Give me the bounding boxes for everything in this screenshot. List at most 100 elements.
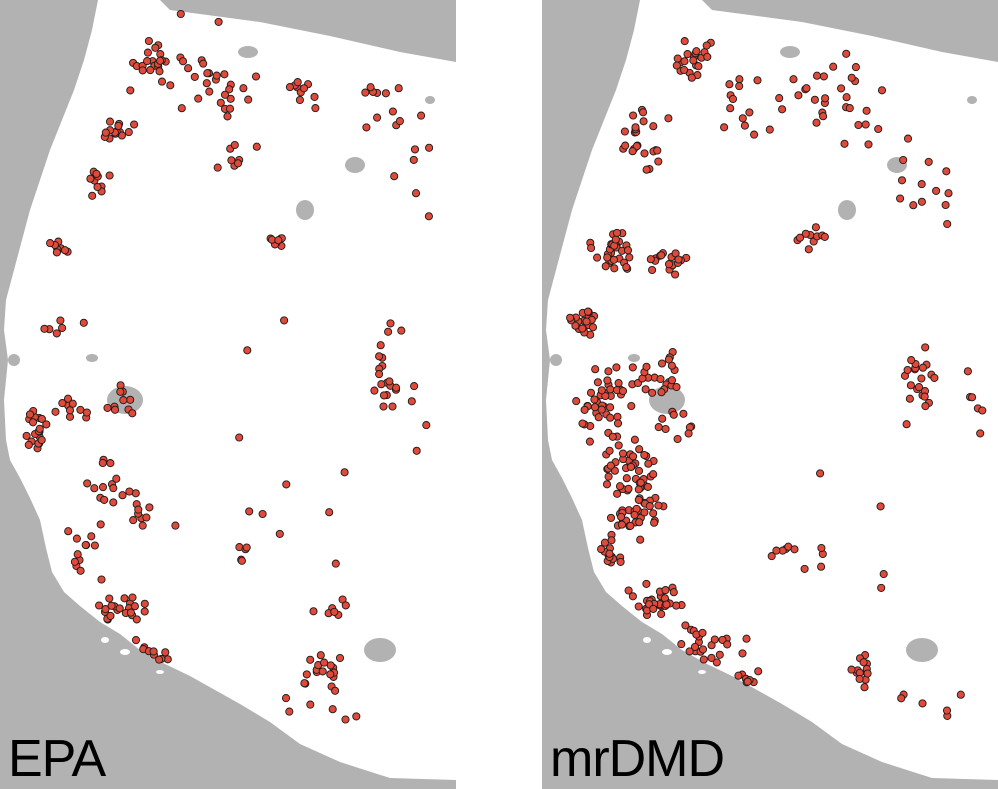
station-marker <box>306 655 315 664</box>
station-marker <box>920 392 929 401</box>
station-marker <box>845 104 854 113</box>
station-marker <box>593 378 602 387</box>
station-marker <box>789 75 798 84</box>
station-marker <box>942 167 951 176</box>
station-marker <box>381 89 390 98</box>
station-marker <box>645 502 654 511</box>
station-marker <box>654 157 663 166</box>
lake <box>8 354 20 366</box>
station-marker <box>302 670 311 679</box>
lake <box>838 200 856 220</box>
station-marker <box>597 405 606 414</box>
station-marker <box>621 141 630 150</box>
station-marker <box>578 419 587 428</box>
station-marker <box>820 232 829 241</box>
station-marker <box>626 462 636 471</box>
station-marker <box>683 50 692 59</box>
station-marker <box>51 407 60 416</box>
station-marker <box>176 9 185 19</box>
station-marker <box>673 54 682 63</box>
station-marker <box>629 452 638 461</box>
station-marker <box>411 189 421 198</box>
station-marker <box>680 57 689 66</box>
station-marker <box>184 64 193 73</box>
station-marker <box>320 658 329 667</box>
station-marker <box>618 386 628 396</box>
station-marker <box>35 424 44 433</box>
lake <box>86 354 98 362</box>
station-marker <box>703 52 712 61</box>
station-marker <box>944 189 953 198</box>
station-marker <box>624 586 633 595</box>
station-marker <box>613 412 622 421</box>
station-marker <box>116 387 125 396</box>
station-marker <box>642 362 651 371</box>
station-marker <box>586 388 596 397</box>
station-marker <box>677 640 686 649</box>
station-marker <box>613 489 622 498</box>
station-marker <box>118 491 127 500</box>
station-marker <box>295 95 304 105</box>
station-marker <box>594 413 603 422</box>
station-marker <box>245 507 254 516</box>
station-marker <box>226 94 235 103</box>
station-marker <box>131 636 141 645</box>
station-marker <box>134 505 143 514</box>
station-marker <box>582 317 591 326</box>
station-marker <box>906 381 915 390</box>
station-marker <box>326 670 335 679</box>
lake <box>364 638 396 662</box>
station-marker <box>601 262 610 271</box>
station-marker <box>679 409 688 418</box>
station-marker <box>612 228 622 237</box>
station-marker <box>765 125 774 134</box>
station-marker <box>738 649 747 658</box>
station-marker <box>341 715 350 724</box>
station-marker <box>616 557 625 566</box>
station-marker <box>897 176 907 185</box>
station-marker <box>650 518 659 527</box>
station-marker <box>943 219 952 229</box>
station-marker <box>132 615 141 624</box>
station-marker <box>390 172 399 181</box>
station-marker <box>604 472 613 481</box>
station-marker <box>855 674 864 684</box>
station-marker <box>93 182 102 192</box>
station-marker <box>138 521 147 530</box>
station-marker <box>692 47 701 56</box>
station-marker <box>412 446 421 455</box>
station-marker <box>795 233 805 242</box>
station-marker <box>617 520 626 529</box>
station-marker <box>42 420 51 429</box>
station-marker <box>684 429 693 438</box>
station-marker <box>72 534 81 543</box>
station-marker <box>636 478 645 487</box>
station-marker <box>930 373 939 382</box>
station-marker <box>106 611 115 620</box>
station-marker <box>82 408 91 417</box>
station-marker <box>634 466 644 475</box>
station-marker <box>155 67 164 76</box>
station-marker <box>876 502 885 511</box>
station-marker <box>743 677 752 686</box>
station-marker <box>285 707 294 716</box>
station-marker <box>70 557 79 566</box>
station-marker <box>649 604 658 613</box>
land-area <box>546 0 998 780</box>
station-marker <box>140 607 149 616</box>
station-marker <box>318 667 327 676</box>
station-marker <box>640 450 649 460</box>
lake <box>425 96 435 104</box>
station-marker <box>130 120 139 129</box>
station-marker <box>649 509 658 518</box>
station-marker <box>698 645 708 654</box>
station-marker <box>625 253 634 262</box>
station-marker <box>422 421 431 430</box>
station-marker <box>942 706 952 715</box>
station-marker <box>309 607 318 616</box>
station-marker <box>407 397 416 406</box>
station-marker <box>140 599 149 608</box>
station-marker <box>630 510 639 519</box>
station-marker <box>129 516 138 525</box>
